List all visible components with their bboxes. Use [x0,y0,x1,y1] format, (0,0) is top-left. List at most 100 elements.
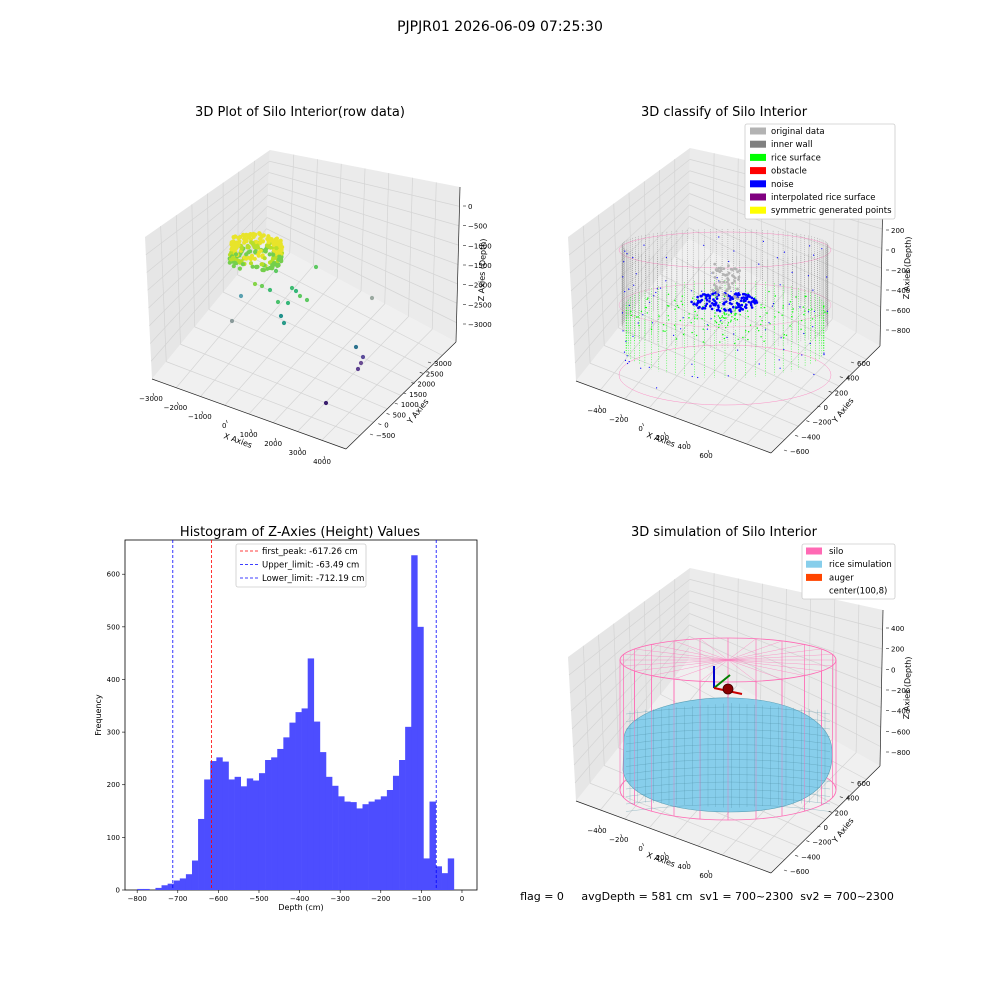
rice-point [735,313,737,315]
noise-point [745,303,748,307]
rice-point [730,321,732,323]
rice-point [694,317,696,319]
histogram-bar [204,779,211,890]
classify-z-tick-label: 0 [891,247,895,255]
rice-point [742,336,744,339]
rice-point [646,312,648,314]
rice-point [692,297,694,299]
rice-point [650,328,653,331]
raw-point [254,239,259,245]
noise-point [705,298,709,302]
simulation-x-tick-mark [664,851,666,856]
noise-point [750,296,754,300]
x-axis-line [575,380,772,454]
side-wall-pane [568,148,690,381]
histogram-bar [417,626,424,890]
histogram-legend-frame [235,543,367,588]
noise-point [711,292,714,296]
original-data-point [733,295,736,299]
raw-y-tick-label: 500 [393,411,406,419]
simulation-scene [619,637,837,821]
noise-point [780,337,782,339]
raw-point [239,246,244,251]
histogram-y-tick-label: 100 [107,834,120,842]
rice-point [658,315,660,317]
raw-y-tick-label: 2000 [417,381,435,389]
rice-point [727,322,730,324]
noise-point [632,335,634,337]
histogram-bar [350,802,357,890]
classify-y-tick-mark [839,376,843,378]
classify-z-ticks: 200 0 −200 −400 −600 −800 [886,227,910,335]
noise-point [764,329,767,331]
classify-y-tick-label: −200 [812,419,831,427]
noise-point [706,324,709,326]
noise-point [708,300,711,303]
grid-line [721,319,833,436]
histogram-bar [228,779,235,890]
original-data-point [727,285,731,289]
original-data-point [726,277,730,281]
noise-point [713,302,716,306]
rice-point [760,336,762,338]
raw-point [250,264,255,269]
rice-point [630,314,633,316]
noise-point [642,314,644,316]
simulation-x-tick-mark [642,842,644,847]
rice-point [789,301,791,303]
rice-point [667,293,670,295]
rice-point [673,324,676,326]
raw-point [242,240,247,245]
histogram-bar [332,785,339,890]
rice-point [761,320,763,322]
raw-point [254,265,259,270]
histogram-x-tick-label: −400 [290,895,309,903]
raw-x-tick-mark [152,392,155,397]
noise-point [680,328,682,330]
raw-point [275,299,281,305]
rice-point [714,312,716,314]
rice-point [783,334,785,336]
simulation-y-tick-mark [783,869,788,872]
rice-point [682,333,685,336]
noise-point [624,250,626,252]
rice-point [678,306,680,309]
histogram-x-ticks: −800 −700 −600 −500 −400 −300 −200 −100 0 [128,890,464,903]
classify-x-tick-label: 600 [699,452,712,460]
legend-entry-label: interpolated rice surface [771,193,876,203]
noise-point [723,308,726,311]
classify-x-tick-label: 0 [638,425,642,433]
raw-point [258,240,263,245]
raw-point [267,287,273,293]
grid-line [746,752,857,865]
noise-point [779,367,781,369]
raw-point [278,313,284,319]
noise-point [711,302,714,305]
histogram-bar [344,801,351,890]
rice-point [681,303,684,306]
raw-point [250,241,255,246]
legend-entry-label: noise [771,180,794,190]
raw-point [271,248,277,253]
raw-point [252,256,257,261]
classify-x-tick-mark [707,449,710,454]
grid-line [689,601,882,669]
rice-point [802,306,804,308]
histogram-x-tick-label: −100 [412,895,431,903]
rice-point [727,324,729,326]
original-data-point [736,297,739,301]
simulation-y-tick-mark [850,781,855,784]
original-data-point [713,276,717,279]
histogram-bar [374,799,382,890]
rice-point [760,304,762,306]
raw-point [233,252,239,257]
histogram-bar [411,555,418,890]
original-data-point [722,280,726,284]
original-data-point [719,266,723,270]
noise-point [747,293,750,297]
rice-point [721,322,723,324]
legend-swatch [806,560,822,568]
rice-point [644,306,647,309]
simulation-y-tick-mark [806,840,810,842]
raw-z-tick-label: −1500 [468,262,492,270]
